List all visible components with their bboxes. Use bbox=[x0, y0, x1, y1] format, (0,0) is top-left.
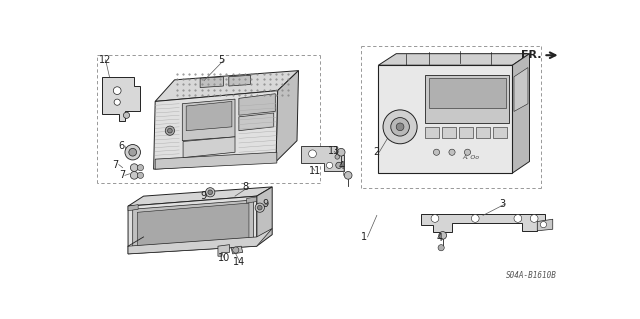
Circle shape bbox=[125, 145, 140, 160]
Circle shape bbox=[337, 148, 345, 156]
Polygon shape bbox=[183, 137, 235, 158]
Polygon shape bbox=[476, 127, 490, 138]
Circle shape bbox=[326, 162, 333, 168]
Circle shape bbox=[124, 112, 129, 118]
Polygon shape bbox=[155, 70, 298, 101]
Text: FR.: FR. bbox=[520, 50, 541, 60]
Polygon shape bbox=[231, 246, 243, 254]
Text: 6: 6 bbox=[119, 141, 125, 151]
Text: 14: 14 bbox=[234, 256, 246, 267]
Polygon shape bbox=[128, 196, 257, 254]
Polygon shape bbox=[301, 146, 344, 171]
Text: 12: 12 bbox=[99, 55, 112, 65]
Polygon shape bbox=[154, 91, 278, 169]
Polygon shape bbox=[459, 127, 473, 138]
Text: 5: 5 bbox=[218, 55, 224, 65]
Polygon shape bbox=[257, 187, 272, 246]
Polygon shape bbox=[229, 75, 250, 86]
Circle shape bbox=[257, 205, 262, 210]
Circle shape bbox=[205, 188, 215, 197]
Text: S04A-B1610B: S04A-B1610B bbox=[506, 271, 557, 280]
Text: 9: 9 bbox=[262, 199, 268, 209]
Circle shape bbox=[131, 172, 138, 179]
Circle shape bbox=[129, 148, 136, 156]
Circle shape bbox=[308, 150, 316, 158]
Text: 11: 11 bbox=[308, 166, 321, 176]
Circle shape bbox=[208, 190, 212, 195]
Circle shape bbox=[391, 118, 410, 136]
Circle shape bbox=[383, 110, 417, 144]
Circle shape bbox=[344, 172, 352, 179]
Polygon shape bbox=[132, 200, 253, 250]
Polygon shape bbox=[182, 99, 235, 141]
Circle shape bbox=[396, 123, 404, 131]
Text: 10: 10 bbox=[218, 253, 230, 263]
Text: 7: 7 bbox=[119, 170, 125, 180]
Text: 13: 13 bbox=[328, 146, 340, 157]
Circle shape bbox=[131, 164, 138, 172]
Circle shape bbox=[138, 165, 143, 171]
Circle shape bbox=[233, 247, 239, 253]
Polygon shape bbox=[128, 204, 138, 211]
Circle shape bbox=[540, 221, 547, 228]
Text: 9: 9 bbox=[200, 191, 206, 201]
Polygon shape bbox=[155, 152, 277, 169]
Polygon shape bbox=[378, 54, 529, 65]
Circle shape bbox=[439, 232, 447, 239]
Polygon shape bbox=[425, 75, 509, 123]
Circle shape bbox=[138, 172, 143, 178]
Circle shape bbox=[433, 149, 440, 155]
Circle shape bbox=[472, 215, 479, 222]
Text: 1: 1 bbox=[362, 232, 367, 242]
Circle shape bbox=[438, 245, 444, 251]
Text: A. Oo: A. Oo bbox=[463, 155, 480, 160]
Polygon shape bbox=[276, 70, 298, 161]
Polygon shape bbox=[102, 77, 140, 122]
Circle shape bbox=[465, 149, 470, 155]
Polygon shape bbox=[421, 214, 545, 232]
Text: 8: 8 bbox=[243, 182, 249, 192]
Circle shape bbox=[168, 128, 172, 133]
Circle shape bbox=[114, 99, 120, 105]
Circle shape bbox=[255, 203, 264, 212]
Polygon shape bbox=[429, 78, 506, 108]
Circle shape bbox=[113, 87, 121, 94]
Polygon shape bbox=[218, 245, 230, 256]
Text: 3: 3 bbox=[499, 199, 506, 209]
Text: 4: 4 bbox=[436, 234, 443, 243]
Polygon shape bbox=[239, 113, 274, 131]
Circle shape bbox=[514, 215, 522, 222]
Text: 2: 2 bbox=[373, 147, 379, 157]
Polygon shape bbox=[442, 127, 456, 138]
Polygon shape bbox=[513, 54, 529, 173]
Text: 7: 7 bbox=[113, 160, 119, 170]
Polygon shape bbox=[128, 187, 272, 206]
Text: 4: 4 bbox=[338, 161, 344, 171]
Polygon shape bbox=[200, 77, 223, 87]
Polygon shape bbox=[138, 203, 249, 246]
Polygon shape bbox=[186, 101, 232, 131]
Polygon shape bbox=[425, 127, 439, 138]
Polygon shape bbox=[493, 127, 507, 138]
Polygon shape bbox=[246, 197, 257, 203]
Circle shape bbox=[335, 154, 340, 159]
Polygon shape bbox=[239, 94, 275, 115]
Polygon shape bbox=[378, 65, 513, 173]
Circle shape bbox=[336, 162, 342, 168]
Polygon shape bbox=[537, 219, 553, 231]
Circle shape bbox=[165, 126, 175, 135]
Circle shape bbox=[449, 149, 455, 155]
Circle shape bbox=[431, 215, 439, 222]
Polygon shape bbox=[514, 68, 528, 111]
Polygon shape bbox=[128, 228, 272, 254]
Circle shape bbox=[531, 215, 538, 222]
